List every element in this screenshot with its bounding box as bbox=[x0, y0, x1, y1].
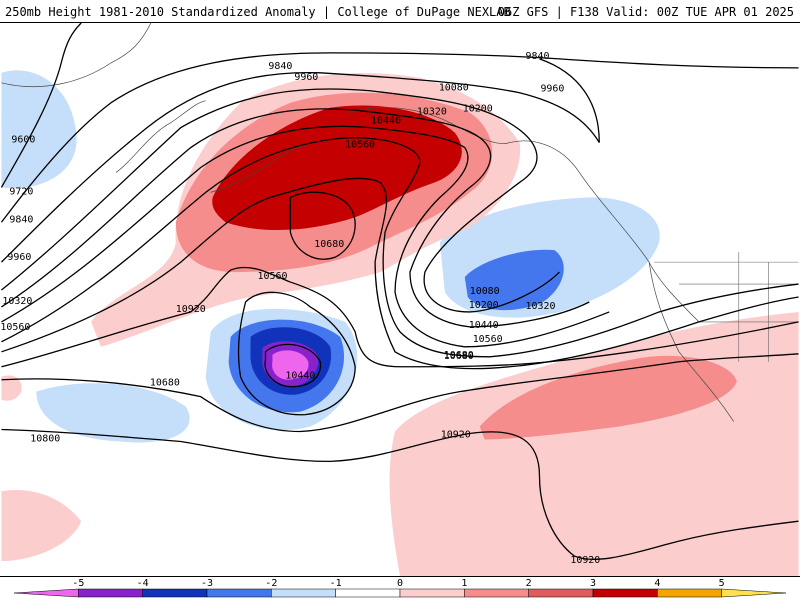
contour-9960 bbox=[0, 71, 600, 263]
contour-10440-north bbox=[1, 136, 799, 358]
contour-10080 bbox=[1, 88, 560, 313]
contour-10800 bbox=[1, 353, 799, 433]
contour-10560-low bbox=[237, 291, 356, 416]
contour-9840-north bbox=[0, 52, 799, 223]
contour-label: 9840 bbox=[268, 61, 292, 72]
contour-label: 10200 bbox=[463, 104, 493, 115]
contour-10200 bbox=[1, 108, 590, 328]
legend-tick-label: 2 bbox=[526, 578, 532, 589]
legend-tick-label: 1 bbox=[461, 578, 467, 589]
legend-swatch bbox=[721, 588, 787, 598]
legend-swatch bbox=[206, 588, 272, 598]
pos1-patch-west bbox=[1, 375, 22, 401]
contour-label: 9600 bbox=[11, 135, 35, 146]
neg1-patch-far-west bbox=[1, 70, 77, 189]
contour-label: 9840 bbox=[9, 214, 33, 225]
legend-swatch bbox=[142, 588, 208, 598]
map-title: 250mb Height 1981-2010 Standardized Anom… bbox=[5, 5, 511, 19]
legend-swatch bbox=[335, 588, 401, 598]
contour-10320 bbox=[1, 125, 610, 348]
aleutian-islands bbox=[210, 142, 311, 193]
contour-label: 9720 bbox=[9, 186, 33, 197]
west-coast-coastline bbox=[648, 262, 735, 422]
neg5-patch-low bbox=[272, 350, 309, 380]
contour-10560 bbox=[1, 177, 799, 370]
legend-tick-label: 3 bbox=[590, 578, 596, 589]
legend-swatch bbox=[13, 588, 79, 598]
legend-tick-label: -3 bbox=[201, 578, 213, 589]
legend-swatch bbox=[528, 588, 594, 598]
contour-label: 10800 bbox=[30, 433, 60, 444]
contour-label: 10680 bbox=[444, 351, 474, 362]
legend-color-bar bbox=[13, 588, 787, 598]
contour-label: 10320 bbox=[526, 301, 556, 312]
contour-label: 9960 bbox=[7, 252, 31, 263]
neg2-patch-pacific bbox=[464, 249, 564, 311]
contour-label: 10320 bbox=[417, 107, 447, 118]
neg1-patch-southwest bbox=[36, 383, 190, 443]
contour-label: 9960 bbox=[294, 72, 318, 83]
contour-label: 10920 bbox=[570, 555, 600, 566]
contour-9600-west bbox=[0, 23, 82, 188]
contour-label: 10200 bbox=[469, 300, 499, 311]
legend-swatch bbox=[399, 588, 465, 598]
contour-10680-low bbox=[289, 191, 356, 260]
coastlines-layer bbox=[1, 23, 735, 422]
legend-tick-labels: -5 -4 -3 -2 -1 0 1 2 3 4 5 bbox=[72, 578, 724, 589]
legend-swatch bbox=[271, 588, 336, 598]
contour-label: 9840 bbox=[526, 51, 550, 62]
contour-label: 10920 bbox=[441, 430, 471, 441]
pos2-patch-southeast bbox=[479, 355, 737, 440]
legend-tick-label: -1 bbox=[330, 578, 342, 589]
contour-label: 10440 bbox=[371, 116, 401, 127]
contour-label: 10560 bbox=[0, 322, 30, 333]
kamchatka-coastline bbox=[115, 100, 206, 173]
contour-label: 10560 bbox=[257, 271, 287, 282]
pos1-patch-southwest bbox=[1, 490, 82, 562]
contour-10440-low bbox=[264, 343, 322, 388]
legend-tick-label: 4 bbox=[654, 578, 660, 589]
legend-tick-label: -4 bbox=[137, 578, 149, 589]
legend-tick-label: 5 bbox=[719, 578, 725, 589]
contour-label: 9960 bbox=[540, 84, 564, 95]
contour-label: 10320 bbox=[2, 296, 32, 307]
contour-9840-northeast bbox=[539, 58, 600, 143]
color-scale-legend: -5 -4 -3 -2 -1 0 1 2 3 4 5 bbox=[13, 578, 787, 598]
contour-label: 10560 bbox=[473, 334, 503, 345]
political-borders-layer bbox=[654, 252, 799, 362]
contour-label: 10440 bbox=[285, 371, 315, 382]
legend-swatch bbox=[78, 588, 143, 598]
pos4-patch-north bbox=[212, 105, 462, 231]
contour-label: 10080 bbox=[470, 286, 500, 297]
contour-labels-layer: 9600972098409960103201056010680108001092… bbox=[0, 51, 600, 566]
contour-label: 10680 bbox=[444, 350, 474, 361]
contour-label: 10080 bbox=[439, 83, 469, 94]
contour-label: 10680 bbox=[150, 378, 180, 389]
legend-swatch bbox=[464, 588, 529, 598]
contour-10920 bbox=[1, 428, 799, 560]
legend-swatch bbox=[657, 588, 722, 598]
anomaly-map: 9600972098409960103201056010680108001092… bbox=[0, 22, 800, 577]
contour-label: 10920 bbox=[176, 304, 206, 315]
map-header: 250mb Height 1981-2010 Standardized Anom… bbox=[0, 0, 800, 22]
contour-label: 10440 bbox=[469, 320, 499, 331]
contour-label: 10560 bbox=[345, 140, 375, 151]
legend-tick-label: -2 bbox=[265, 578, 277, 589]
model-run-info: 06Z GFS | F138 Valid: 00Z TUE APR 01 202… bbox=[497, 5, 794, 19]
legend-tick-label: 0 bbox=[397, 578, 403, 589]
contour-10680 bbox=[1, 266, 799, 368]
height-contours-layer bbox=[0, 23, 799, 560]
legend-swatch bbox=[592, 588, 658, 598]
legend-tick-label: -5 bbox=[72, 578, 84, 589]
asia-coastline bbox=[1, 23, 152, 88]
contour-label: 10680 bbox=[314, 239, 344, 250]
anomaly-fill-layer bbox=[1, 70, 799, 576]
